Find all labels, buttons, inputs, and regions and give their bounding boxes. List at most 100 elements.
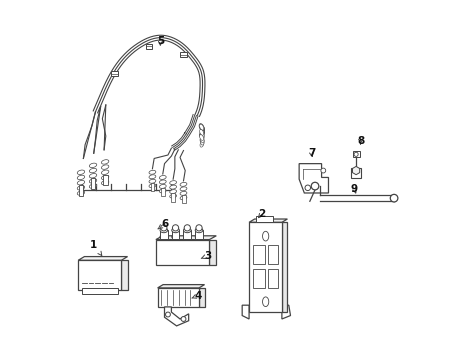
- Circle shape: [196, 225, 202, 231]
- Bar: [249, 222, 282, 312]
- Bar: [268, 269, 278, 288]
- Bar: [146, 44, 153, 49]
- Ellipse shape: [89, 168, 97, 173]
- Ellipse shape: [170, 194, 176, 198]
- Circle shape: [311, 182, 319, 190]
- Ellipse shape: [200, 135, 204, 141]
- Text: 9: 9: [351, 184, 358, 194]
- Bar: [353, 151, 360, 157]
- Polygon shape: [282, 222, 287, 312]
- Bar: [256, 216, 273, 222]
- Circle shape: [354, 152, 358, 156]
- Ellipse shape: [160, 235, 168, 239]
- Ellipse shape: [77, 175, 85, 180]
- Ellipse shape: [180, 187, 187, 191]
- Polygon shape: [210, 239, 216, 266]
- Bar: [91, 179, 95, 189]
- Bar: [183, 230, 191, 239]
- Ellipse shape: [201, 128, 204, 135]
- Ellipse shape: [199, 124, 204, 131]
- Bar: [268, 245, 278, 264]
- Bar: [161, 188, 165, 196]
- Ellipse shape: [170, 190, 176, 193]
- Ellipse shape: [263, 231, 269, 241]
- Text: 8: 8: [357, 136, 364, 146]
- Ellipse shape: [201, 128, 205, 135]
- Bar: [182, 195, 185, 203]
- Bar: [82, 288, 118, 294]
- Ellipse shape: [170, 181, 176, 184]
- Polygon shape: [249, 219, 287, 222]
- Ellipse shape: [201, 137, 204, 143]
- Bar: [351, 168, 361, 179]
- Ellipse shape: [200, 129, 204, 135]
- Ellipse shape: [77, 191, 85, 195]
- Ellipse shape: [77, 185, 85, 190]
- Ellipse shape: [201, 132, 204, 137]
- Ellipse shape: [159, 184, 166, 188]
- Polygon shape: [299, 164, 328, 193]
- Bar: [160, 230, 168, 239]
- Ellipse shape: [159, 180, 166, 184]
- Ellipse shape: [101, 160, 109, 164]
- Ellipse shape: [195, 228, 203, 233]
- Ellipse shape: [200, 124, 204, 130]
- Polygon shape: [78, 256, 128, 260]
- Ellipse shape: [149, 170, 156, 174]
- Polygon shape: [282, 305, 291, 319]
- Circle shape: [390, 195, 398, 202]
- Polygon shape: [164, 307, 189, 326]
- Circle shape: [181, 317, 186, 322]
- Bar: [156, 239, 210, 266]
- Bar: [157, 288, 199, 307]
- Bar: [172, 193, 175, 201]
- Ellipse shape: [183, 228, 191, 233]
- Polygon shape: [121, 260, 128, 290]
- Ellipse shape: [200, 136, 204, 142]
- Ellipse shape: [180, 182, 187, 186]
- Text: 3: 3: [201, 251, 211, 261]
- Ellipse shape: [172, 235, 179, 239]
- Ellipse shape: [180, 191, 187, 195]
- Ellipse shape: [149, 184, 156, 188]
- Circle shape: [184, 225, 191, 231]
- Polygon shape: [353, 166, 360, 175]
- Ellipse shape: [159, 175, 166, 180]
- Ellipse shape: [101, 165, 109, 169]
- Text: 7: 7: [308, 148, 315, 158]
- Bar: [253, 245, 264, 264]
- Text: 1: 1: [90, 240, 102, 255]
- Ellipse shape: [149, 179, 156, 183]
- Ellipse shape: [89, 163, 97, 168]
- Circle shape: [305, 185, 310, 191]
- Ellipse shape: [149, 175, 156, 179]
- Ellipse shape: [201, 134, 204, 140]
- Ellipse shape: [172, 228, 179, 233]
- Ellipse shape: [195, 235, 203, 239]
- Ellipse shape: [200, 141, 204, 147]
- Bar: [172, 230, 179, 239]
- Bar: [195, 230, 203, 239]
- Bar: [253, 269, 264, 288]
- Bar: [180, 53, 187, 57]
- Bar: [103, 175, 108, 185]
- Ellipse shape: [201, 139, 204, 145]
- Ellipse shape: [77, 170, 85, 174]
- Ellipse shape: [101, 175, 109, 180]
- Ellipse shape: [201, 126, 204, 133]
- Text: 4: 4: [192, 291, 202, 301]
- Ellipse shape: [101, 180, 109, 185]
- Ellipse shape: [89, 184, 97, 188]
- Ellipse shape: [180, 196, 187, 200]
- Ellipse shape: [77, 180, 85, 185]
- Polygon shape: [199, 288, 205, 307]
- Polygon shape: [242, 305, 249, 319]
- Circle shape: [161, 225, 167, 231]
- Polygon shape: [156, 236, 216, 239]
- Ellipse shape: [200, 126, 204, 133]
- Bar: [78, 260, 121, 290]
- Ellipse shape: [89, 174, 97, 178]
- Ellipse shape: [159, 189, 166, 193]
- Circle shape: [165, 312, 170, 317]
- Ellipse shape: [200, 130, 204, 137]
